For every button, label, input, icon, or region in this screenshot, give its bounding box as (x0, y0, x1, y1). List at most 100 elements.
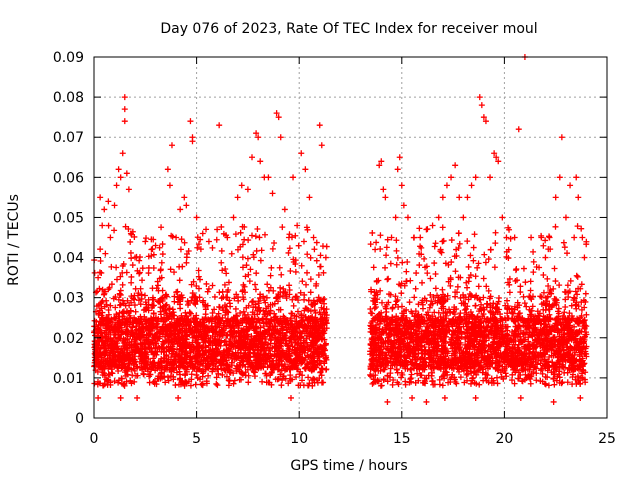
data-point (195, 241, 202, 248)
data-point (385, 275, 392, 282)
data-point (297, 289, 304, 296)
data-point (218, 259, 225, 266)
data-point (295, 242, 302, 249)
data-point (132, 308, 139, 315)
data-point (126, 302, 133, 309)
data-point (225, 309, 232, 316)
data-point (439, 238, 446, 245)
data-point (128, 255, 135, 262)
data-point (252, 233, 259, 240)
data-point (192, 381, 199, 388)
data-point (164, 374, 171, 381)
data-point (130, 362, 137, 369)
data-point (370, 264, 377, 271)
data-point (119, 281, 126, 288)
data-point (564, 250, 571, 257)
data-point (480, 275, 487, 282)
data-point (431, 243, 438, 250)
data-point (97, 246, 104, 253)
data-point (406, 299, 413, 306)
data-point (171, 269, 178, 276)
data-point (278, 271, 285, 278)
data-point (139, 277, 146, 284)
data-point (295, 382, 302, 389)
data-point (114, 276, 121, 283)
data-point (383, 244, 390, 251)
data-point (307, 276, 314, 283)
data-point (421, 255, 428, 262)
data-point (245, 379, 252, 386)
data-point (583, 311, 590, 318)
data-point (316, 331, 323, 338)
data-point (311, 246, 318, 253)
data-point (561, 309, 568, 316)
data-point (236, 376, 243, 383)
data-point (156, 344, 163, 351)
data-point (551, 265, 558, 272)
data-point (176, 263, 183, 270)
data-point (464, 284, 471, 291)
data-point (228, 250, 235, 257)
data-point (220, 230, 227, 237)
data-point (136, 257, 143, 264)
data-point (267, 272, 274, 279)
data-point (254, 363, 261, 370)
data-point (197, 276, 204, 283)
data-point (403, 268, 410, 275)
data-point (239, 254, 246, 261)
data-point (167, 266, 174, 273)
data-point (257, 257, 264, 264)
data-point (155, 375, 162, 382)
data-point (271, 240, 278, 247)
data-point (540, 272, 547, 279)
data-point (96, 307, 103, 314)
data-point (226, 297, 233, 304)
data-point (242, 347, 249, 354)
data-point (299, 377, 306, 384)
data-point (454, 283, 461, 290)
data-point (457, 310, 464, 317)
data-point (264, 281, 271, 288)
data-point (259, 378, 266, 385)
data-point (424, 270, 431, 277)
data-point (398, 290, 405, 297)
data-point (377, 232, 384, 239)
data-point (544, 275, 551, 282)
data-point (204, 288, 211, 295)
data-point (101, 372, 108, 379)
data-point (384, 276, 391, 283)
data-point (278, 382, 285, 389)
data-point (131, 378, 138, 385)
data-point (107, 302, 114, 309)
data-point (277, 306, 284, 313)
data-point (263, 372, 270, 379)
data-point (286, 282, 293, 289)
data-point (141, 292, 148, 299)
data-point (452, 268, 459, 275)
data-point (530, 269, 537, 276)
data-point (116, 290, 123, 297)
data-point (243, 262, 250, 269)
data-point (145, 264, 152, 271)
data-point (464, 238, 471, 245)
data-point (432, 240, 439, 247)
data-point (253, 270, 260, 277)
data-point (367, 241, 374, 248)
data-point (108, 263, 115, 270)
data-point (540, 242, 547, 249)
data-point (232, 231, 239, 238)
data-point (491, 264, 498, 271)
data-point (97, 300, 104, 307)
data-point (156, 244, 163, 251)
data-point (302, 305, 309, 312)
data-point (560, 239, 567, 246)
data-point (279, 377, 286, 384)
data-point (432, 270, 439, 277)
data-point (313, 257, 320, 264)
data-point (206, 338, 213, 345)
data-point (113, 264, 120, 271)
data-point (178, 236, 185, 243)
data-point (272, 376, 279, 383)
data-point (470, 257, 477, 264)
data-point (564, 282, 571, 289)
